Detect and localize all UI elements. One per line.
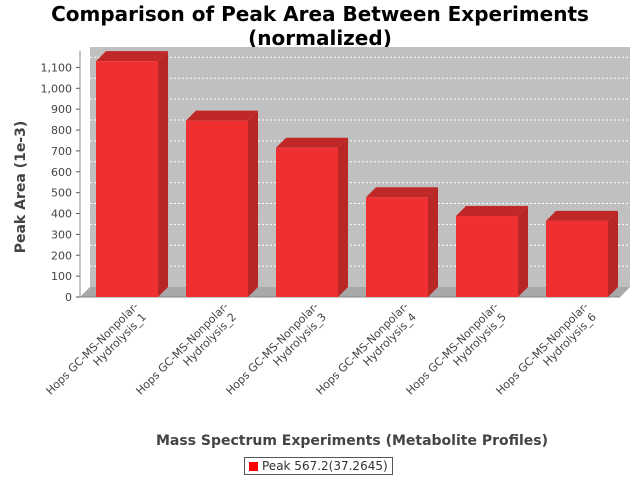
legend-swatch: [249, 461, 258, 471]
bar-side: [158, 51, 168, 297]
bar-top: [276, 137, 348, 148]
x-tick-label: Hops GC-MS-Nonpolar-Hydrolysis_3: [223, 300, 330, 407]
y-tick-label: 0: [65, 291, 72, 304]
bar-top: [546, 210, 618, 221]
bar-side: [428, 187, 438, 297]
y-tick-label: 900: [51, 103, 72, 116]
bar: [456, 216, 518, 297]
x-tick-label: Hops GC-MS-Nonpolar-Hydrolysis_1: [43, 300, 150, 407]
chart-title-line1: Comparison of Peak Area Between Experime…: [51, 2, 589, 26]
chart-title: Comparison of Peak Area Between Experime…: [0, 2, 640, 50]
bar-side: [338, 137, 348, 297]
bar: [366, 197, 428, 297]
bar-side: [608, 210, 618, 297]
y-axis-title: Peak Area (1e-3): [13, 121, 29, 254]
x-tick-label: Hops GC-MS-Nonpolar-Hydrolysis_2: [133, 300, 240, 407]
bar: [276, 147, 338, 297]
y-tick-label: 200: [51, 249, 72, 262]
y-tick-label: 500: [51, 187, 72, 200]
x-tick-label: Hops GC-MS-Nonpolar-Hydrolysis_5: [403, 300, 510, 407]
bar-side: [518, 206, 528, 297]
y-tick-label: 400: [51, 208, 72, 221]
x-tick-label: Hops GC-MS-Nonpolar-Hydrolysis_6: [493, 300, 600, 407]
y-tick-label: 600: [51, 166, 72, 179]
bar-top: [96, 51, 168, 62]
bar-side: [248, 110, 258, 297]
x-tick-label: Hops GC-MS-Nonpolar-Hydrolysis_4: [313, 300, 420, 407]
chart-title-line2: (normalized): [248, 26, 392, 50]
y-tick-label: 800: [51, 124, 72, 137]
legend-label: Peak 567.2(37.2645): [262, 459, 388, 473]
legend: Peak 567.2(37.2645): [244, 457, 393, 475]
bar-top: [456, 206, 528, 217]
bar-top: [186, 110, 258, 121]
bar-top: [366, 187, 438, 198]
y-tick-label: 100: [51, 270, 72, 283]
y-tick-label: 1,000: [41, 82, 73, 95]
y-tick-label: 700: [51, 145, 72, 158]
y-tick-label: 1,100: [41, 61, 73, 74]
bar: [546, 220, 608, 297]
bar: [96, 61, 158, 297]
y-tick-label: 300: [51, 228, 72, 241]
bar: [186, 120, 248, 297]
x-axis-title: Mass Spectrum Experiments (Metabolite Pr…: [156, 433, 548, 449]
